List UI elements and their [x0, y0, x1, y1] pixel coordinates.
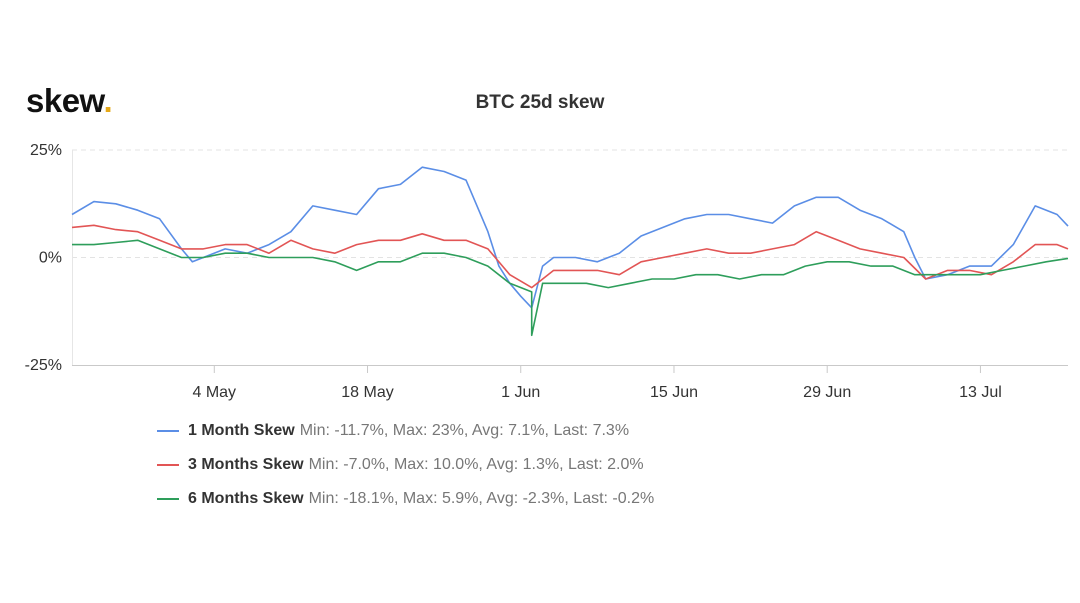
x-tick-label: 4 May: [192, 384, 236, 401]
legend-item[interactable]: 3 Months Skew Min: -7.0%, Max: 10.0%, Avg…: [157, 448, 654, 482]
y-tick-label: 25%: [30, 142, 62, 159]
y-tick-label: 0%: [39, 250, 62, 267]
legend-item[interactable]: 6 Months Skew Min: -18.1%, Max: 5.9%, Avg…: [157, 482, 654, 516]
chart-title: BTC 25d skew: [475, 92, 605, 113]
chart-legend: 1 Month Skew Min: -11.7%, Max: 23%, Avg: …: [157, 414, 654, 516]
legend-series-name: 3 Months Skew: [188, 456, 304, 473]
x-tick-label: 29 Jun: [803, 384, 851, 401]
legend-swatch: [157, 430, 179, 432]
legend-item[interactable]: 1 Month Skew Min: -11.7%, Max: 23%, Avg: …: [157, 414, 654, 448]
x-tick-label: 18 May: [341, 384, 393, 401]
legend-series-name: 6 Months Skew: [188, 490, 304, 507]
legend-swatch: [157, 498, 179, 500]
y-tick-label: -25%: [25, 357, 62, 374]
legend-series-stats: Min: -11.7%, Max: 23%, Avg: 7.1%, Last: …: [299, 422, 630, 439]
skew-logo: skew.: [26, 82, 113, 120]
legend-series-stats: Min: -7.0%, Max: 10.0%, Avg: 1.3%, Last:…: [308, 456, 644, 473]
series-line-1: [71, 166, 1069, 309]
logo-text: skew: [26, 82, 104, 119]
logo-dot: .: [103, 82, 113, 119]
series-line-3: [72, 239, 1069, 337]
series-line-2: [71, 224, 1069, 289]
legend-series-name: 1 Month Skew: [188, 422, 295, 439]
x-tick-label: 1 Jun: [501, 384, 540, 401]
x-tick-label: 15 Jun: [650, 384, 698, 401]
x-tick-label: 13 Jul: [959, 384, 1002, 401]
legend-series-stats: Min: -18.1%, Max: 5.9%, Avg: -2.3%, Last…: [308, 490, 655, 507]
legend-swatch: [157, 464, 179, 466]
